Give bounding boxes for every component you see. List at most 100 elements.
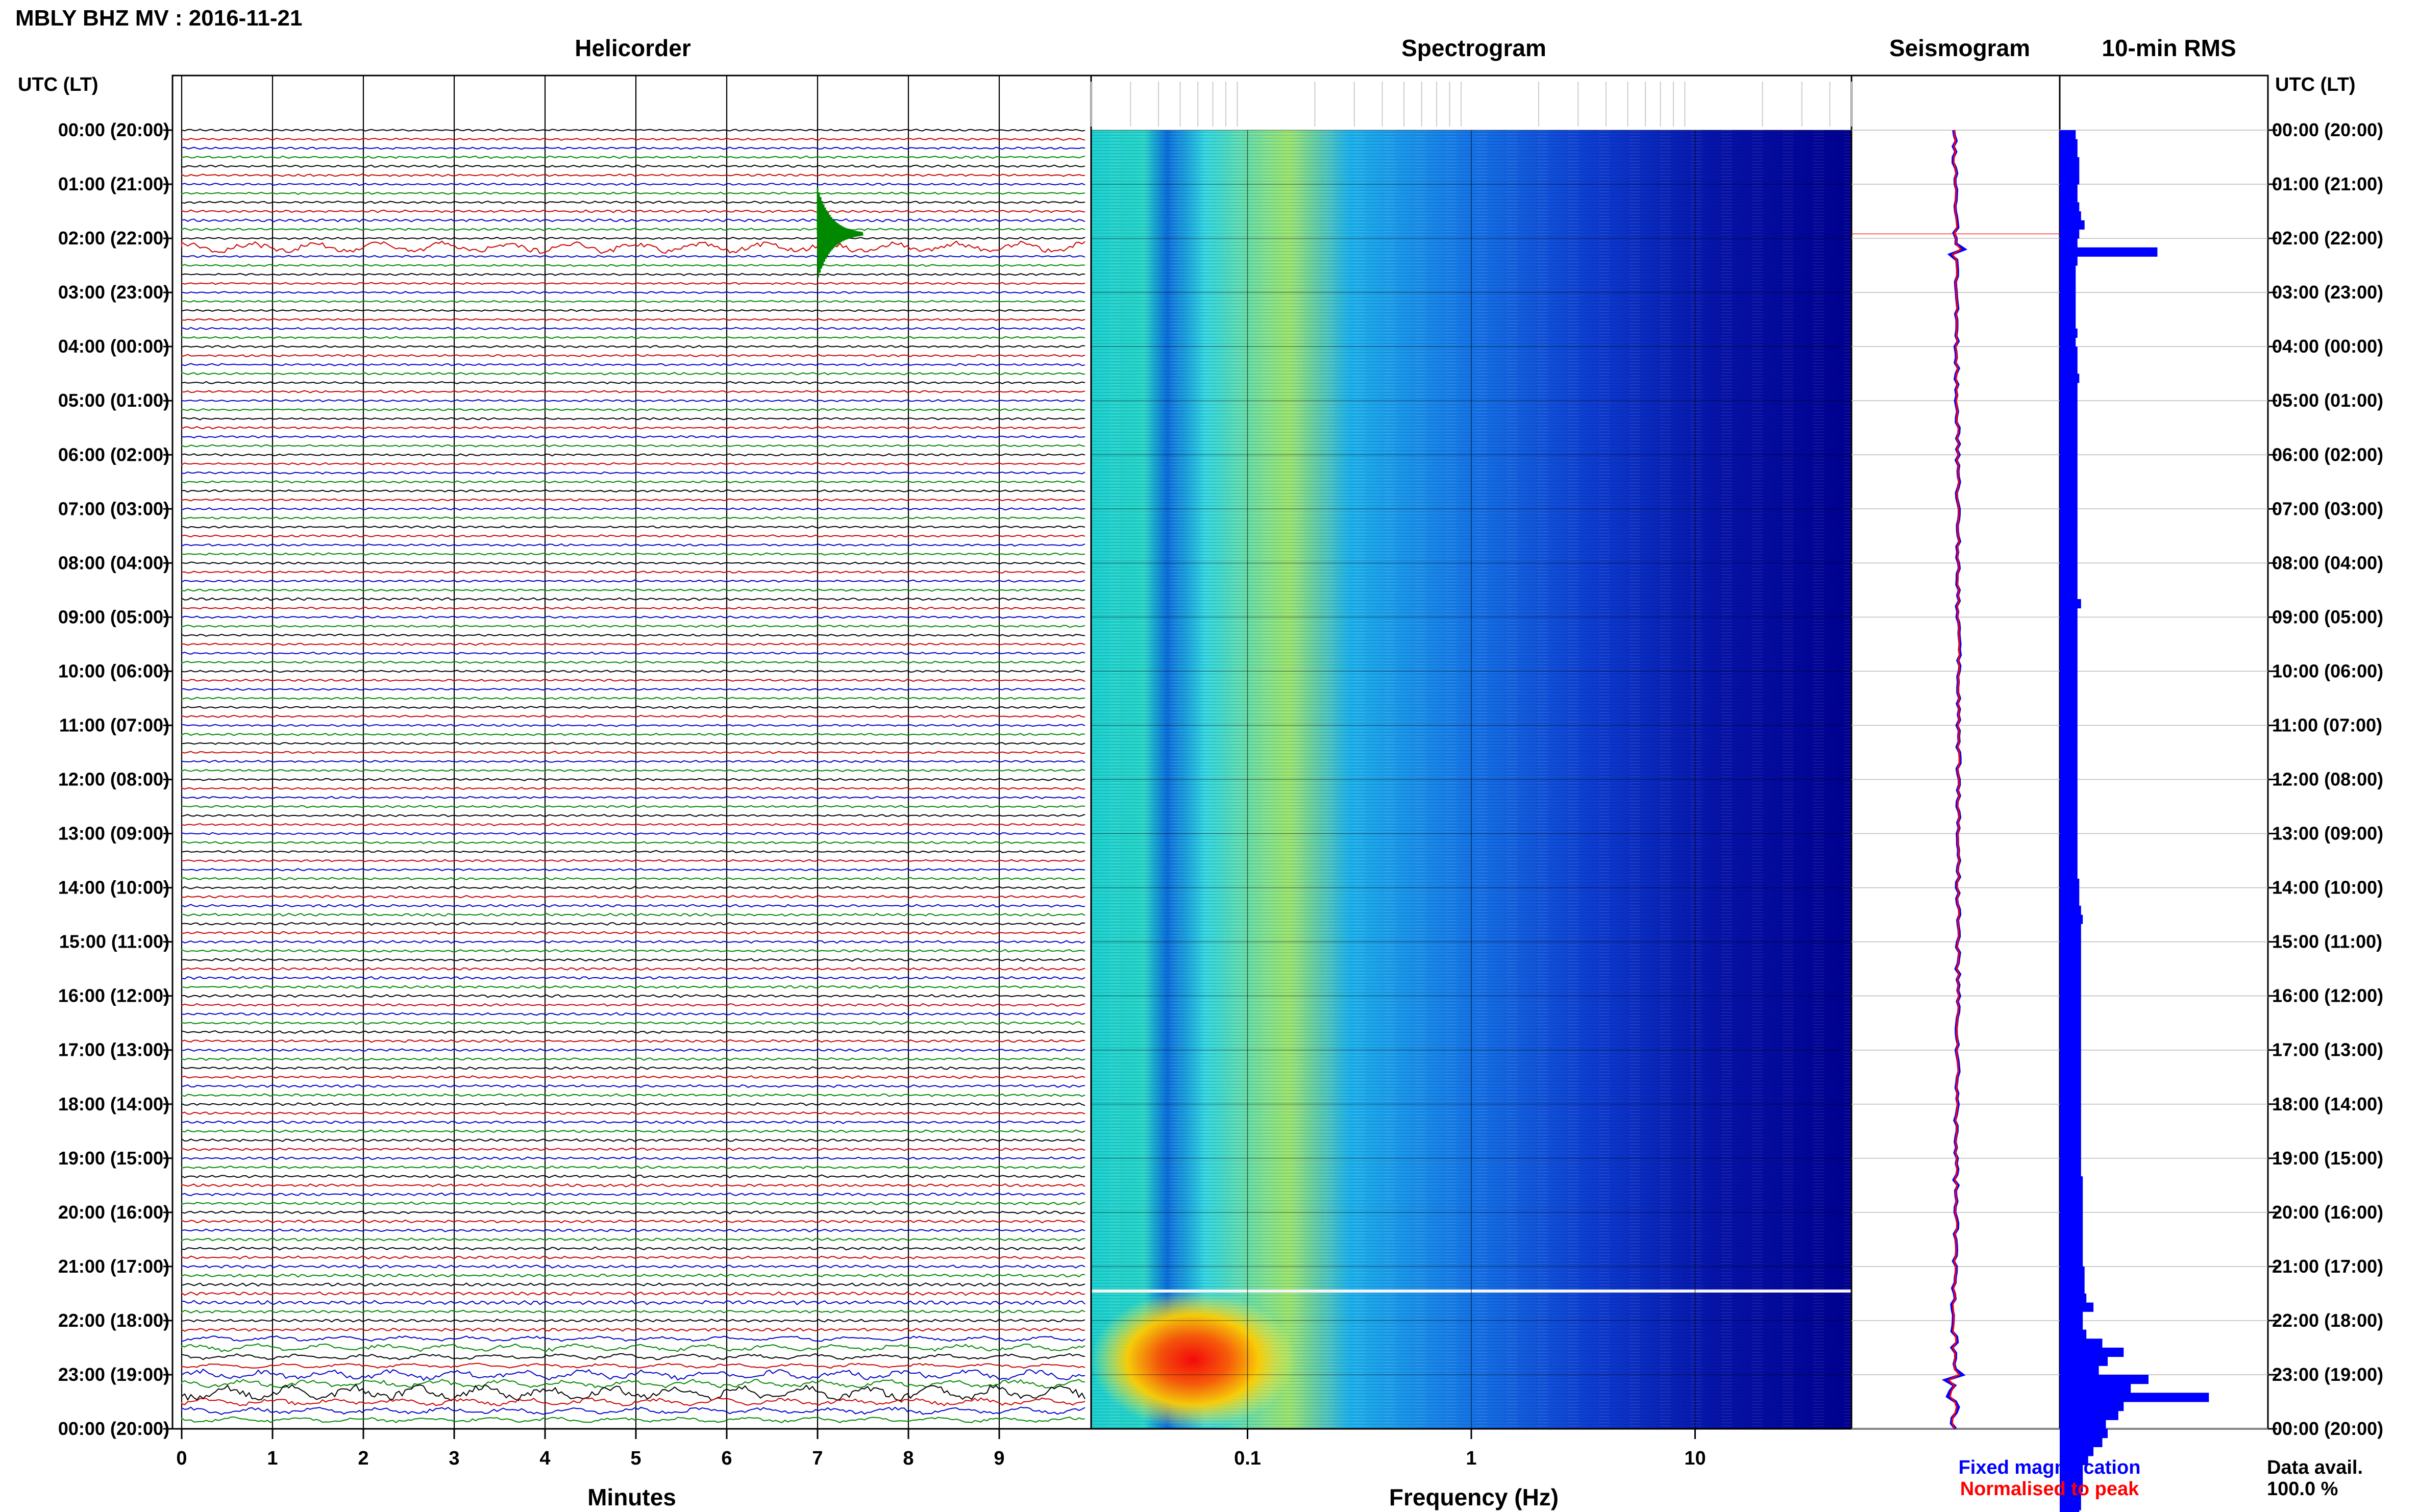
helicorder-trace-line xyxy=(181,922,1085,926)
time-tick-label-right: 19:00 (15:00) xyxy=(2272,1148,2383,1169)
helicorder-trace-line xyxy=(181,300,1085,303)
helicorder-trace-line xyxy=(181,1048,1085,1052)
helicorder-trace-line xyxy=(181,507,1085,511)
helicorder-trace-line xyxy=(181,1030,1085,1034)
helicorder-trace-line xyxy=(181,336,1085,339)
spectrogram-event-hotspot xyxy=(1091,1291,1295,1429)
helicorder-trace-line xyxy=(181,1111,1085,1116)
time-tick-label-left: 01:00 (21:00) xyxy=(58,173,169,194)
time-tick-label-left: 04:00 (00:00) xyxy=(58,336,169,357)
rms-bar xyxy=(2060,924,2081,933)
helicorder-trace-line xyxy=(181,958,1085,962)
time-tick-label-right: 06:00 (02:00) xyxy=(2272,444,2383,465)
helicorder-trace-line xyxy=(181,552,1085,556)
time-tick-label-left: 11:00 (07:00) xyxy=(59,714,169,735)
rms-bar xyxy=(2060,824,2078,834)
rms-bar xyxy=(2060,292,2076,302)
rms-bar xyxy=(2060,581,2078,590)
rms-bar xyxy=(2060,238,2078,248)
time-tick-label-left: 16:00 (12:00) xyxy=(58,985,169,1006)
helicorder-trace-line xyxy=(181,137,1085,141)
rms-bar xyxy=(2060,599,2081,609)
helicorder-x-tick-label: 2 xyxy=(358,1448,368,1469)
seismogram-normalised-trace xyxy=(1947,130,1962,1429)
helicorder-trace-line xyxy=(181,670,1085,673)
helicorder-trace-line xyxy=(181,1255,1085,1260)
helicorder-trace-line xyxy=(181,191,1085,195)
rms-bar xyxy=(2060,1375,2149,1384)
rms-bar xyxy=(2060,1383,2131,1393)
helicorder-trace-line xyxy=(181,1102,1085,1106)
time-axis-label-left: UTC (LT) xyxy=(18,74,98,95)
time-tick-label-left: 15:00 (11:00) xyxy=(59,931,169,952)
helicorder-trace-line xyxy=(181,814,1085,817)
x-axis-ticks: 0 1 2 3 4 5 6 7 8 9 0.1 1 10 xyxy=(176,1429,1706,1469)
helicorder-trace-line xyxy=(181,1264,1085,1269)
rms-bar xyxy=(2060,518,2078,528)
rms-bar xyxy=(2060,1167,2081,1177)
rms-bar xyxy=(2060,1257,2083,1267)
time-tick-label-right: 03:00 (23:00) xyxy=(2272,282,2383,303)
rms-bar xyxy=(2060,860,2078,870)
rms-bar xyxy=(2060,644,2078,654)
rms-bar xyxy=(2060,355,2078,365)
helicorder-trace-line xyxy=(181,1378,1085,1389)
rms-bar xyxy=(2060,1050,2081,1059)
rms-bar xyxy=(2060,283,2076,293)
rms-bar xyxy=(2060,653,2078,663)
rms-bar xyxy=(2060,770,2078,780)
rms-bar xyxy=(2060,1059,2081,1069)
helicorder-trace-line xyxy=(181,697,1085,700)
helicorder-trace-line xyxy=(181,1147,1085,1151)
rms-bar xyxy=(2060,1185,2083,1195)
helicorder-trace-line xyxy=(181,155,1085,159)
time-tick-label-left: 03:00 (23:00) xyxy=(58,282,169,303)
rms-bar xyxy=(2060,310,2076,320)
rms-bar xyxy=(2060,1113,2081,1123)
helicorder-trace-line xyxy=(181,966,1085,971)
data-availability-value: 100.0 % xyxy=(2267,1478,2338,1500)
rms-bar xyxy=(2060,473,2078,482)
rms-bar xyxy=(2060,220,2085,230)
helicorder-trace-line xyxy=(181,588,1085,592)
rms-bar xyxy=(2060,887,2080,897)
helicorder-trace-line xyxy=(181,1319,1085,1323)
rms-bar xyxy=(2060,1302,2094,1312)
rms-bar xyxy=(2060,1393,2209,1402)
rms-bar xyxy=(2060,743,2078,753)
rms-bar xyxy=(2060,707,2078,717)
rms-bar xyxy=(2060,256,2078,266)
helicorder-x-tick-label: 3 xyxy=(449,1448,459,1469)
rms-bar xyxy=(2060,509,2078,518)
time-tick-label-left: 10:00 (06:00) xyxy=(58,660,169,681)
helicorder-trace-line xyxy=(181,615,1085,619)
helicorder-trace-line xyxy=(181,371,1085,376)
rms-bar xyxy=(2060,698,2078,708)
seismogram-traces xyxy=(1852,130,2060,1430)
helicorder-trace-line xyxy=(181,426,1085,430)
time-tick-label-right: 10:00 (06:00) xyxy=(2272,660,2383,681)
helicorder-trace-line xyxy=(181,1291,1085,1296)
helicorder-trace-line xyxy=(181,651,1085,655)
helicorder-trace-line xyxy=(181,1219,1085,1224)
helicorder-trace-line xyxy=(181,1368,1085,1381)
time-tick-label-left: 13:00 (09:00) xyxy=(58,823,169,844)
helicorder-x-tick-label: 0 xyxy=(176,1448,187,1469)
rms-bar xyxy=(2060,274,2076,284)
rms-bar xyxy=(2060,626,2078,636)
rms-bar xyxy=(2060,175,2080,185)
rms-bar xyxy=(2060,960,2081,970)
rms-bar xyxy=(2060,1041,2081,1051)
rms-bar xyxy=(2060,364,2078,374)
spectrogram-x-tick-label: 0.1 xyxy=(1234,1448,1261,1469)
time-tick-label-right: 11:00 (07:00) xyxy=(2272,714,2382,735)
rms-bar xyxy=(2060,157,2080,167)
rms-bar xyxy=(2060,1339,2103,1348)
legend-normalised-to-peak: Normalised to peak xyxy=(1960,1478,2139,1500)
rms-bar xyxy=(2060,1474,2083,1483)
helicorder-trace-line xyxy=(181,949,1085,953)
time-tick-label-left: 08:00 (04:00) xyxy=(58,552,169,573)
time-tick-label-right: 18:00 (14:00) xyxy=(2272,1094,2383,1114)
rms-bar xyxy=(2060,482,2078,491)
time-tick-label-right: 21:00 (17:00) xyxy=(2272,1256,2383,1277)
